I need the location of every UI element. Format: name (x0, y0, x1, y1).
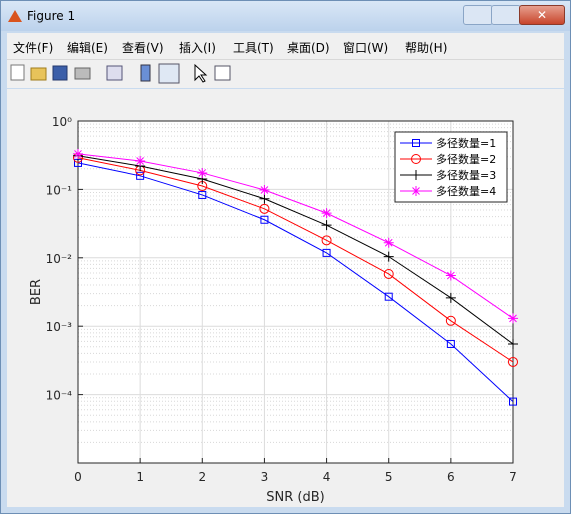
marker (508, 338, 518, 349)
marker (445, 270, 456, 281)
marker (411, 170, 421, 180)
x-axis-label: SNR (dB) (266, 490, 324, 505)
x-tick-label: 4 (323, 470, 331, 484)
series-line (77, 162, 514, 402)
marker (259, 193, 270, 204)
menu-item[interactable]: 编辑(E) (67, 41, 108, 55)
marker (509, 397, 517, 406)
property-icon[interactable] (214, 65, 231, 81)
window-title: Figure 1 (27, 9, 76, 23)
y-axis-label: BER (29, 279, 44, 305)
y-tick-label: 10⁻³ (46, 320, 73, 334)
series-line (77, 157, 514, 363)
x-tick-label: 1 (136, 470, 144, 484)
legend-label: 多径数量=2 (436, 152, 496, 166)
title-bar: Figure 1 ✕ (1, 1, 570, 31)
y-tick-label: 10⁻² (46, 252, 73, 266)
marker (259, 185, 270, 195)
y-tick-label: 10⁻⁴ (46, 389, 73, 403)
close-button[interactable]: ✕ (519, 5, 565, 25)
marker (135, 156, 146, 167)
marker (259, 203, 270, 214)
series-line (77, 155, 514, 345)
marker (412, 139, 420, 147)
figure-area: 10⁰ 10⁻¹ 10⁻² 10⁻³ 10⁻⁴ 0 1 2 3 4 5 6 7 SNR (dB) BER 多径… (7, 89, 564, 507)
menu-item[interactable]: 帮助(H) (405, 41, 448, 55)
print-icon[interactable] (74, 67, 91, 80)
x-tick-label: 2 (198, 470, 206, 484)
maximize-button[interactable] (491, 5, 521, 25)
y-tick-label: 10⁻¹ (46, 183, 73, 197)
menu-item[interactable]: 文件(F) (13, 41, 54, 55)
marker (383, 268, 394, 279)
marker (383, 237, 394, 248)
legend-label: 多径数量=4 (436, 184, 496, 198)
marker (260, 215, 269, 224)
toolbar-icons (10, 63, 231, 84)
x-tick-label: 5 (385, 470, 393, 484)
toolbar (7, 59, 564, 88)
chart: 10⁰ 10⁻¹ 10⁻² 10⁻³ 10⁻⁴ 0 1 2 3 4 5 6 7 SNR (dB) BER 多径… (29, 115, 518, 505)
marker (321, 235, 332, 246)
link-icon[interactable] (106, 65, 123, 81)
x-tick-label: 0 (74, 470, 82, 484)
x-tick-label: 3 (261, 470, 269, 484)
marker (445, 315, 456, 326)
save-icon[interactable] (52, 65, 68, 81)
legend-icon[interactable] (158, 63, 180, 84)
minimize-button[interactable] (463, 5, 493, 25)
legend-label: 多径数量=1 (436, 136, 496, 150)
marker (321, 220, 332, 231)
open-icon[interactable] (30, 67, 47, 81)
marker (136, 171, 145, 180)
marker (73, 148, 83, 159)
marker (321, 208, 332, 219)
marker (322, 248, 331, 257)
menu-item[interactable]: 查看(V) (122, 41, 164, 55)
menu-item[interactable]: 窗口(W) (343, 41, 389, 55)
marker (383, 251, 394, 262)
app-icon (8, 10, 22, 22)
menu-item[interactable]: 桌面(D) (287, 41, 330, 55)
marker (197, 167, 208, 178)
pointer-icon[interactable] (194, 63, 208, 83)
menu-item[interactable]: 工具(T) (233, 41, 274, 55)
legend-box (394, 131, 508, 203)
marker (508, 356, 518, 367)
axes-box (77, 120, 514, 464)
y-tick-label: 10⁰ (52, 115, 72, 129)
x-tick-label: 6 (447, 470, 455, 484)
marker (411, 186, 421, 196)
marker (384, 292, 393, 301)
colorbar-icon[interactable] (140, 64, 151, 82)
marker (446, 339, 455, 348)
marker (198, 190, 207, 199)
new-icon[interactable] (10, 64, 25, 81)
marker (508, 313, 518, 324)
menu-item[interactable]: 插入(I) (179, 41, 216, 55)
marker (445, 292, 456, 303)
marker (411, 154, 421, 164)
series-line (77, 153, 514, 319)
legend-label: 多径数量=3 (436, 168, 496, 182)
menu-bar: 文件(F) 编辑(E) 查看(V) 插入(I) 工具(T) 桌面(D) 窗口(W) 帮助(H) (7, 33, 564, 59)
x-tick-label: 7 (509, 470, 517, 484)
